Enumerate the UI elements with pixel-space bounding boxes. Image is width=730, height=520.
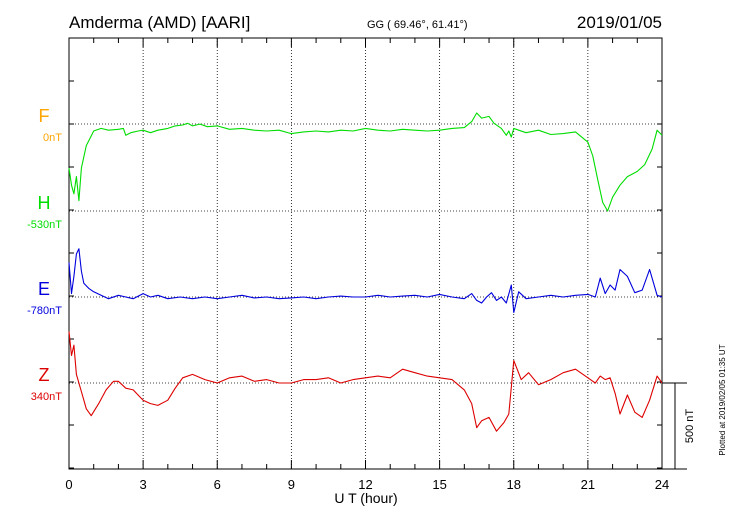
x-tick-label: 9	[288, 477, 295, 492]
axis-ticks	[68, 38, 663, 469]
series-baseline-f: 0nT	[43, 132, 62, 144]
series-line-z	[68, 331, 663, 432]
x-tick-label: 18	[507, 477, 521, 492]
x-tick-label: 21	[581, 477, 595, 492]
series-labels: F 0nT H -530nT E -780nT Z 340nT	[27, 106, 62, 403]
station-coords: GG ( 69.46°, 61.41°)	[367, 19, 468, 31]
series-line-e	[68, 248, 663, 314]
series-baseline-z: 340nT	[31, 391, 62, 403]
scale-bar: 500 nT	[662, 382, 696, 470]
series-name-e: E	[38, 279, 50, 299]
series-lines	[68, 112, 663, 432]
series-baseline-h: -530nT	[27, 219, 62, 231]
x-tick-label: 3	[140, 477, 147, 492]
series-name-z: Z	[39, 365, 50, 385]
x-tick-label: 6	[214, 477, 221, 492]
x-tick-label: 15	[432, 477, 446, 492]
series-line-h	[68, 112, 663, 212]
chart-date: 2019/01/05	[577, 13, 662, 32]
x-tick-labels: 0 3 6 9 12 15 18 21 24	[65, 477, 669, 492]
grid-lines	[69, 38, 662, 469]
x-tick-label: 12	[358, 477, 372, 492]
series-baseline-e: -780nT	[27, 305, 62, 317]
series-name-h: H	[38, 193, 51, 213]
scale-bar-label: 500 nT	[684, 409, 696, 444]
x-axis-label: U T (hour)	[334, 490, 397, 506]
x-tick-label: 0	[65, 477, 72, 492]
series-name-f: F	[39, 106, 50, 126]
plotted-at-note: Plotted at 2019/02/05 01:35 UT	[718, 344, 727, 455]
x-tick-label: 24	[655, 477, 669, 492]
station-title: Amderma (AMD) [AARI]	[69, 13, 250, 32]
